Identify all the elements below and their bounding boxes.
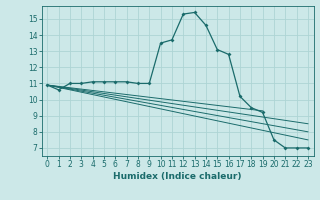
X-axis label: Humidex (Indice chaleur): Humidex (Indice chaleur) (113, 172, 242, 181)
